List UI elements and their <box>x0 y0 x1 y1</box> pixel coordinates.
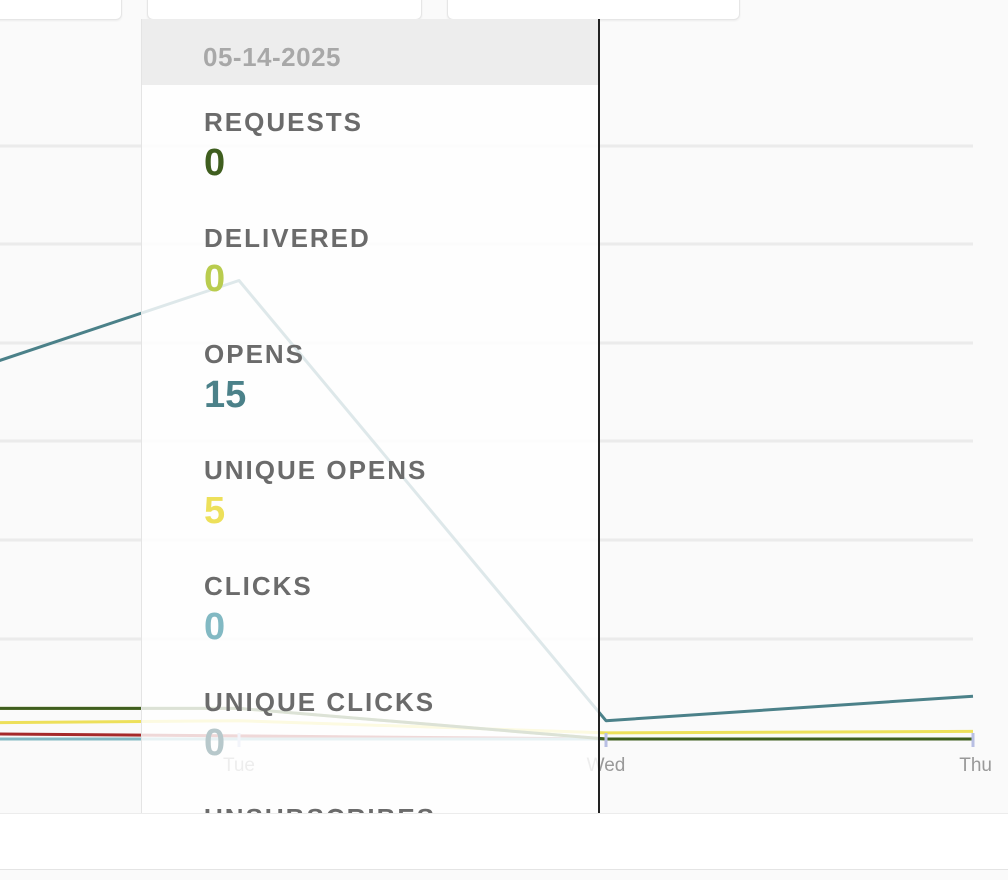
tooltip-date: 05-14-2025 <box>142 19 599 85</box>
tooltip-metric-label: UNIQUE CLICKS <box>204 687 436 717</box>
tooltip-metric: REQUESTS 0 <box>204 107 363 187</box>
tooltip-metric: DELIVERED 0 <box>204 223 371 303</box>
tooltip-metric-value: 5 <box>204 490 226 532</box>
tooltip-metric-value: 0 <box>204 722 226 764</box>
tooltip-metric-label: REQUESTS <box>204 107 364 137</box>
tooltip-metric-label: UNIQUE OPENS <box>204 455 428 485</box>
tooltip-metric-label: OPENS <box>204 339 306 369</box>
tooltip-metric: CLICKS 0 <box>204 571 313 651</box>
tooltip-metric-value: 0 <box>204 142 226 184</box>
tooltip-metric-value: 0 <box>204 258 226 300</box>
summary-card[interactable] <box>0 0 122 20</box>
chart-tooltip: 05-14-2025 REQUESTS 0 DELIVERED 0 OPENS 15 UNI… <box>141 19 599 825</box>
tooltip-metric: UNIQUE CLICKS 0 <box>204 687 435 767</box>
tooltip-metric-label: CLICKS <box>204 571 313 601</box>
tooltip-metric: UNIQUE OPENS 5 <box>204 455 427 535</box>
tooltip-metric-value: 15 <box>204 374 247 416</box>
tooltip-metric-value: 0 <box>204 606 226 648</box>
tooltip-metric: OPENS 15 <box>204 339 305 419</box>
tooltip-metric-label: DELIVERED <box>204 223 371 253</box>
hover-crosshair <box>598 19 600 825</box>
x-tick-label: Thu <box>959 755 992 776</box>
chart-footer <box>0 813 1008 870</box>
